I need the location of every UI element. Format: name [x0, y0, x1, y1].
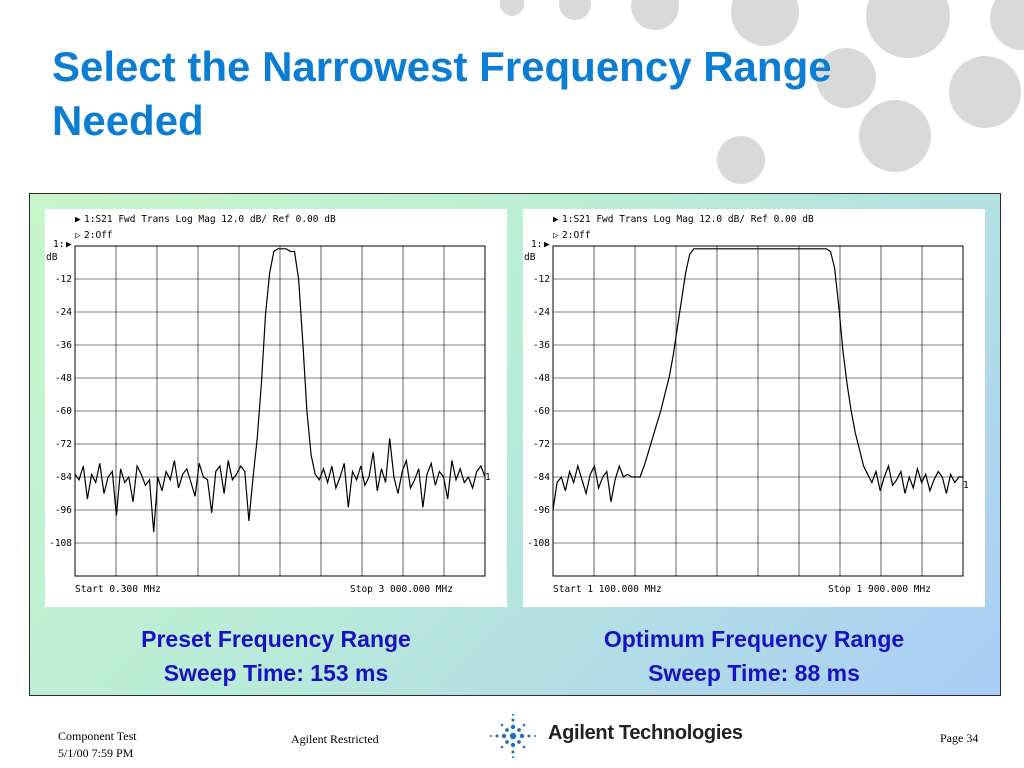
stop-frequency-label: Stop 3 000.000 MHz: [350, 584, 453, 595]
y-tick-label: -36: [533, 340, 550, 351]
agilent-logo: Agilent Technologies: [488, 712, 743, 760]
s21-trace: [552, 248, 963, 511]
decorative-dots: [500, 0, 1024, 184]
ref-level-marker: 1: [485, 472, 491, 483]
start-frequency-label: Start 0.300 MHz: [75, 584, 161, 595]
caption-preset: Preset Frequency Range Sweep Time: 153 m…: [45, 622, 507, 690]
ref-level-marker: 1: [963, 480, 969, 491]
trace-header-line1: 1:S21 Fwd Trans Log Mag 12.0 dB/ Ref 0.0…: [84, 214, 336, 225]
page-number: Page 34: [940, 731, 979, 745]
spark-logo-icon: [490, 714, 536, 758]
analyzer-plot-optimum: ▶ 1:S21 Fwd Trans Log Mag 12.0 dB/ Ref 0…: [523, 209, 985, 607]
y-tick-label: -48: [533, 373, 550, 384]
y-tick-label: -108: [49, 538, 72, 549]
y-tick-label: -84: [55, 472, 72, 483]
caption-preset-line2: Sweep Time: 153 ms: [163, 660, 389, 686]
y-tick-label: -96: [533, 505, 550, 516]
trace-header-line1: 1:S21 Fwd Trans Log Mag 12.0 dB/ Ref 0.0…: [562, 214, 814, 225]
y-tick-label: -12: [533, 274, 550, 285]
caption-optimum: Optimum Frequency Range Sweep Time: 88 m…: [523, 622, 985, 690]
y-tick-label: -48: [55, 373, 72, 384]
s21-trace: [74, 248, 486, 533]
marker-off-icon: ▷: [75, 230, 81, 241]
logo-wordmark: Agilent Technologies: [548, 722, 743, 744]
y-tick-label: -24: [533, 307, 550, 318]
analyzer-plot-preset: ▶ 1:S21 Fwd Trans Log Mag 12.0 dB/ Ref 0…: [45, 209, 507, 607]
marker-off-icon: ▷: [553, 230, 559, 241]
y-tick-label: -60: [533, 406, 550, 417]
channel-label: 1:: [531, 239, 542, 250]
analyzer-plot-svg: ▶ 1:S21 Fwd Trans Log Mag 12.0 dB/ Ref 0…: [524, 214, 969, 595]
y-tick-label: -72: [55, 439, 72, 450]
caption-preset-line1: Preset Frequency Range: [141, 626, 411, 652]
channel-label: 1:: [53, 239, 64, 250]
y-tick-label: -36: [55, 340, 72, 351]
unit-label: dB: [46, 252, 58, 263]
footer-classification: Agilent Restricted: [291, 732, 379, 746]
y-tick-label: -72: [533, 439, 550, 450]
ref-arrow-icon: ▶: [66, 239, 72, 250]
trace-header-line2: 2:Off: [84, 230, 113, 241]
y-tick-label: -60: [55, 406, 72, 417]
marker-active-icon: ▶: [553, 214, 559, 225]
y-tick-label: -24: [55, 307, 72, 318]
y-tick-label: -108: [527, 538, 550, 549]
marker-active-icon: ▶: [75, 214, 81, 225]
y-tick-label: -96: [55, 505, 72, 516]
caption-optimum-line1: Optimum Frequency Range: [603, 626, 905, 652]
y-tick-label: -84: [533, 472, 550, 483]
caption-optimum-line2: Sweep Time: 88 ms: [648, 660, 860, 686]
start-frequency-label: Start 1 100.000 MHz: [553, 584, 662, 595]
unit-label: dB: [524, 252, 536, 263]
footer-left: Component Test 5/1/00 7:59 PM: [58, 728, 137, 762]
trace-header-line2: 2:Off: [562, 230, 591, 241]
stop-frequency-label: Stop 1 900.000 MHz: [828, 584, 931, 595]
analyzer-plot-svg: ▶ 1:S21 Fwd Trans Log Mag 12.0 dB/ Ref 0…: [46, 214, 491, 595]
footer-course: Component Test: [58, 729, 137, 743]
y-tick-label: -12: [55, 274, 72, 285]
ref-arrow-icon: ▶: [544, 239, 550, 250]
slide-title: Select the Narrowest Frequency Range Nee…: [52, 43, 832, 144]
footer-date: 5/1/00 7:59 PM: [58, 746, 134, 760]
